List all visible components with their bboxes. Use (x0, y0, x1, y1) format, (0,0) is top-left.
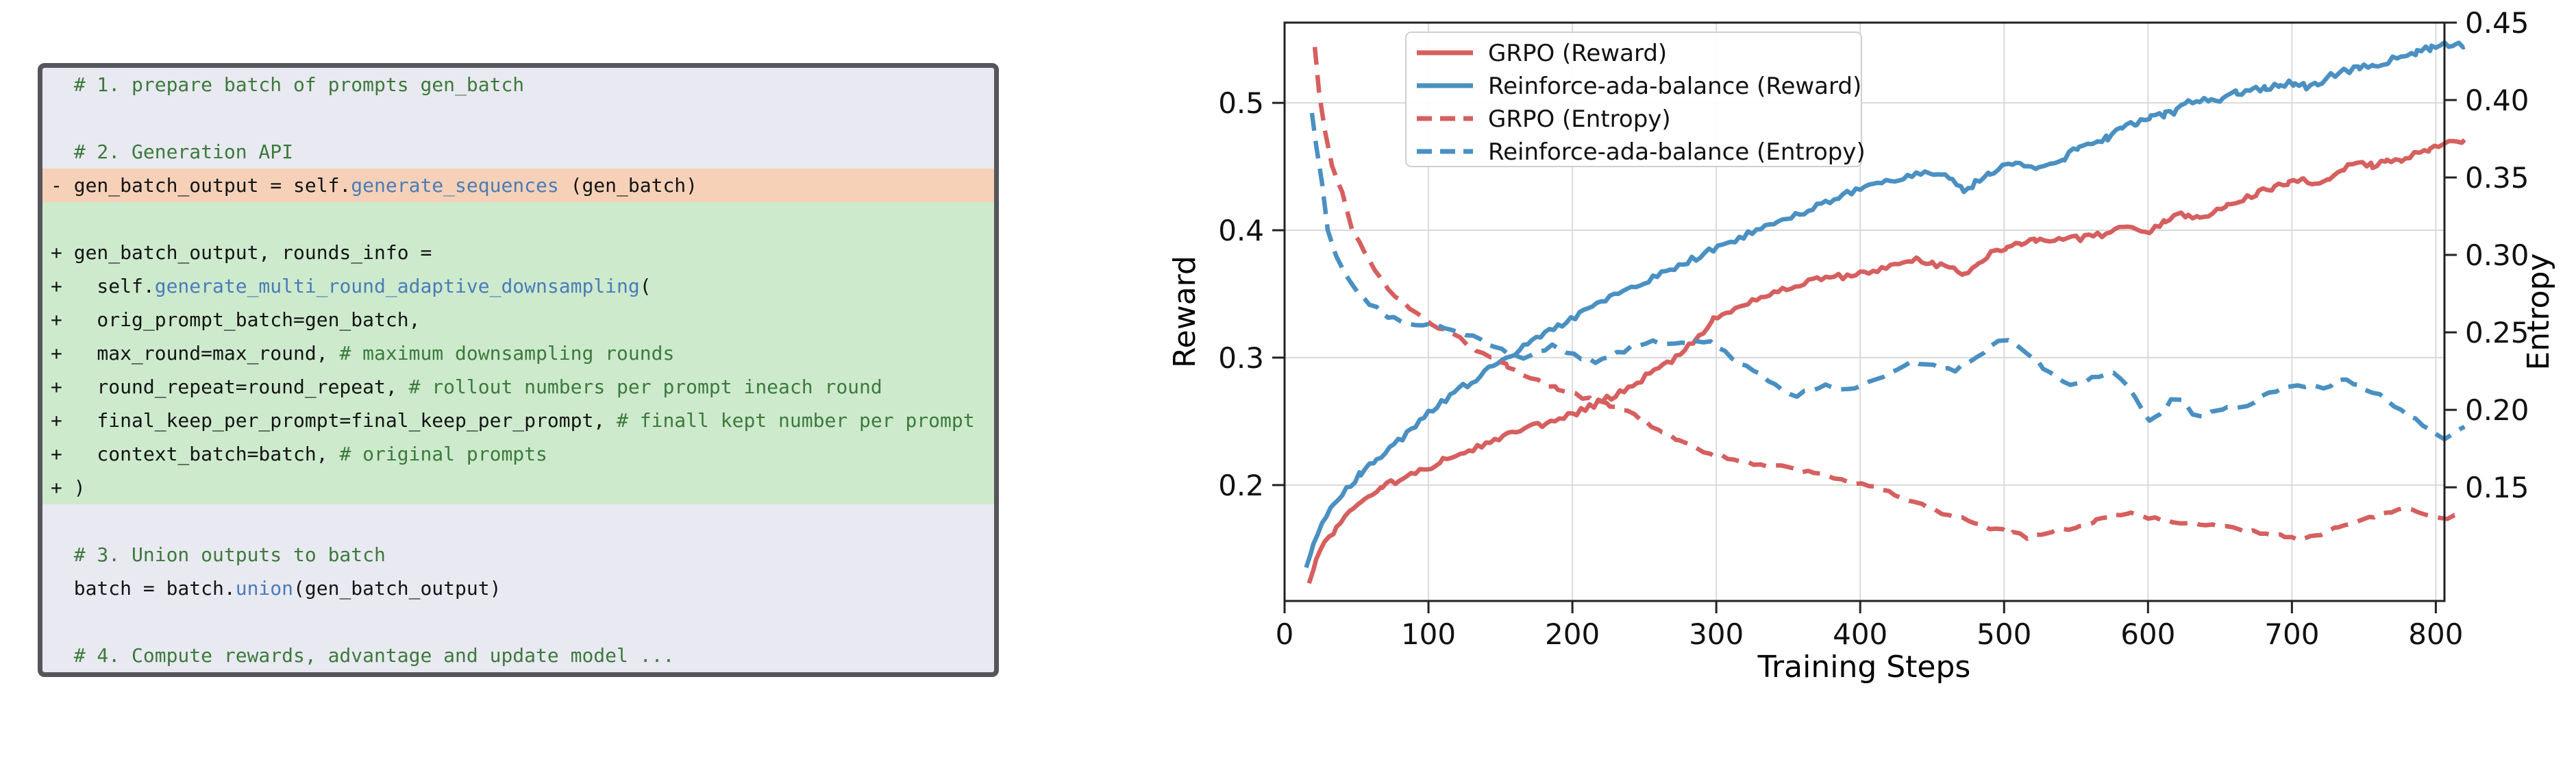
x-axis-label: Training Steps (1757, 650, 1971, 685)
code-segment-code: batch = batch. (51, 577, 236, 600)
code-segment-code: + final_keep_per_prompt=final_keep_per_p… (51, 409, 617, 432)
x-tick-label: 0 (1276, 617, 1294, 651)
y-axis-label-reward: Reward (1167, 256, 1202, 368)
x-tick-label: 400 (1833, 617, 1887, 651)
y-left-tick-label: 0.2 (1218, 469, 1264, 502)
y-right-tick-label: 0.15 (2465, 471, 2529, 504)
code-segment-code: - gen_batch_output = self. (51, 174, 351, 197)
x-tick-label: 500 (1977, 617, 2031, 651)
y-left-tick-label: 0.5 (1218, 86, 1264, 120)
code-segment-comment: # rollout numbers per prompt ineach roun… (408, 376, 882, 398)
legend-label: GRPO (Entropy) (1488, 106, 1671, 133)
code-segment-comment: # original prompts (339, 443, 547, 465)
code-segment-code: + max_round=max_round, (51, 342, 340, 365)
code-line: + max_round=max_round, # maximum downsam… (42, 336, 994, 370)
code-segment-code: (gen_batch_output) (293, 577, 501, 600)
code-segment-func: union (235, 577, 294, 600)
code-line: + orig_prompt_batch=gen_batch, (42, 303, 994, 336)
code-line: # 1. prepare batch of prompts gen_batch (42, 68, 994, 101)
x-tick-label: 600 (2120, 617, 2175, 651)
series-reinforce-ada-balance-reward- (1304, 40, 2466, 569)
y-right-tick-label: 0.45 (2465, 6, 2529, 40)
code-segment-code: + ) (51, 476, 86, 499)
code-diff-panel: # 1. prepare batch of prompts gen_batch … (38, 63, 999, 677)
y-right-tick-label: 0.20 (2465, 393, 2529, 427)
code-line: # 4. Compute rewards, advantage and upda… (42, 639, 994, 672)
code-line: - gen_batch_output = self.generate_seque… (42, 169, 994, 202)
series-grpo-reward- (1306, 138, 2466, 585)
y-right-tick-label: 0.25 (2465, 316, 2529, 349)
y-right-tick-label: 0.30 (2465, 238, 2529, 272)
code-segment-func: generate_multi_round_adaptive_downsampli… (154, 275, 640, 297)
code-segment-comment: # finall kept number per prompt (617, 409, 975, 432)
code-segment-comment: # 4. Compute rewards, advantage and upda… (51, 644, 675, 667)
code-line (42, 202, 994, 236)
y-right-tick-label: 0.35 (2465, 161, 2529, 195)
series-grpo-entropy- (1312, 47, 2466, 543)
code-segment-code: (gen_batch) (558, 174, 698, 197)
code-segment-comment: # 3. Union outputs to batch (51, 543, 386, 566)
y-left-tick-label: 0.4 (1218, 214, 1264, 247)
code-segment-comment: # 1. prepare batch of prompts gen_batch (51, 73, 525, 96)
code-line: # 2. Generation API (42, 135, 994, 169)
legend-box (1405, 32, 1862, 167)
x-tick-label: 700 (2264, 617, 2319, 651)
code-segment-code: + orig_prompt_batch=gen_batch, (51, 308, 421, 331)
x-tick-label: 800 (2408, 617, 2463, 651)
y-axis-label-entropy: Entropy (2521, 253, 2556, 371)
code-segment-code: ( (639, 275, 652, 297)
code-segment-code: + context_batch=batch, (51, 443, 340, 465)
code-segment-code: + gen_batch_output, rounds_info = (51, 241, 432, 264)
code-line: + final_keep_per_prompt=final_keep_per_p… (42, 404, 994, 437)
y-left-tick-label: 0.3 (1218, 341, 1264, 375)
x-tick-label: 200 (1545, 617, 1600, 651)
code-line: + gen_batch_output, rounds_info = (42, 236, 994, 269)
y-right-tick-label: 0.40 (2465, 84, 2529, 117)
code-line: + self.generate_multi_round_adaptive_dow… (42, 269, 994, 303)
code-line: # 3. Union outputs to batch (42, 538, 994, 572)
code-segment-comment: # 2. Generation API (51, 140, 294, 163)
code-segment-code: + self. (51, 275, 155, 297)
code-segment-func: generate_sequences (351, 174, 559, 197)
code-segment-comment: # maximum downsampling rounds (339, 342, 675, 365)
series-reinforce-ada-balance-entropy- (1309, 112, 2466, 442)
code-line: + round_repeat=round_repeat, # rollout n… (42, 370, 994, 404)
code-line: + context_batch=batch, # original prompt… (42, 437, 994, 471)
code-segment-code: + round_repeat=round_repeat, (51, 376, 409, 398)
x-tick-label: 100 (1401, 617, 1456, 651)
code-line: batch = batch.union(gen_batch_output) (42, 572, 994, 605)
x-tick-label: 300 (1689, 617, 1744, 651)
legend-label: GRPO (Reward) (1488, 40, 1667, 67)
code-line: + ) (42, 471, 994, 504)
plot-frame (1283, 21, 2446, 602)
legend-label: Reinforce-ada-balance (Reward) (1488, 73, 1861, 100)
legend-label: Reinforce-ada-balance (Entropy) (1488, 138, 1866, 166)
